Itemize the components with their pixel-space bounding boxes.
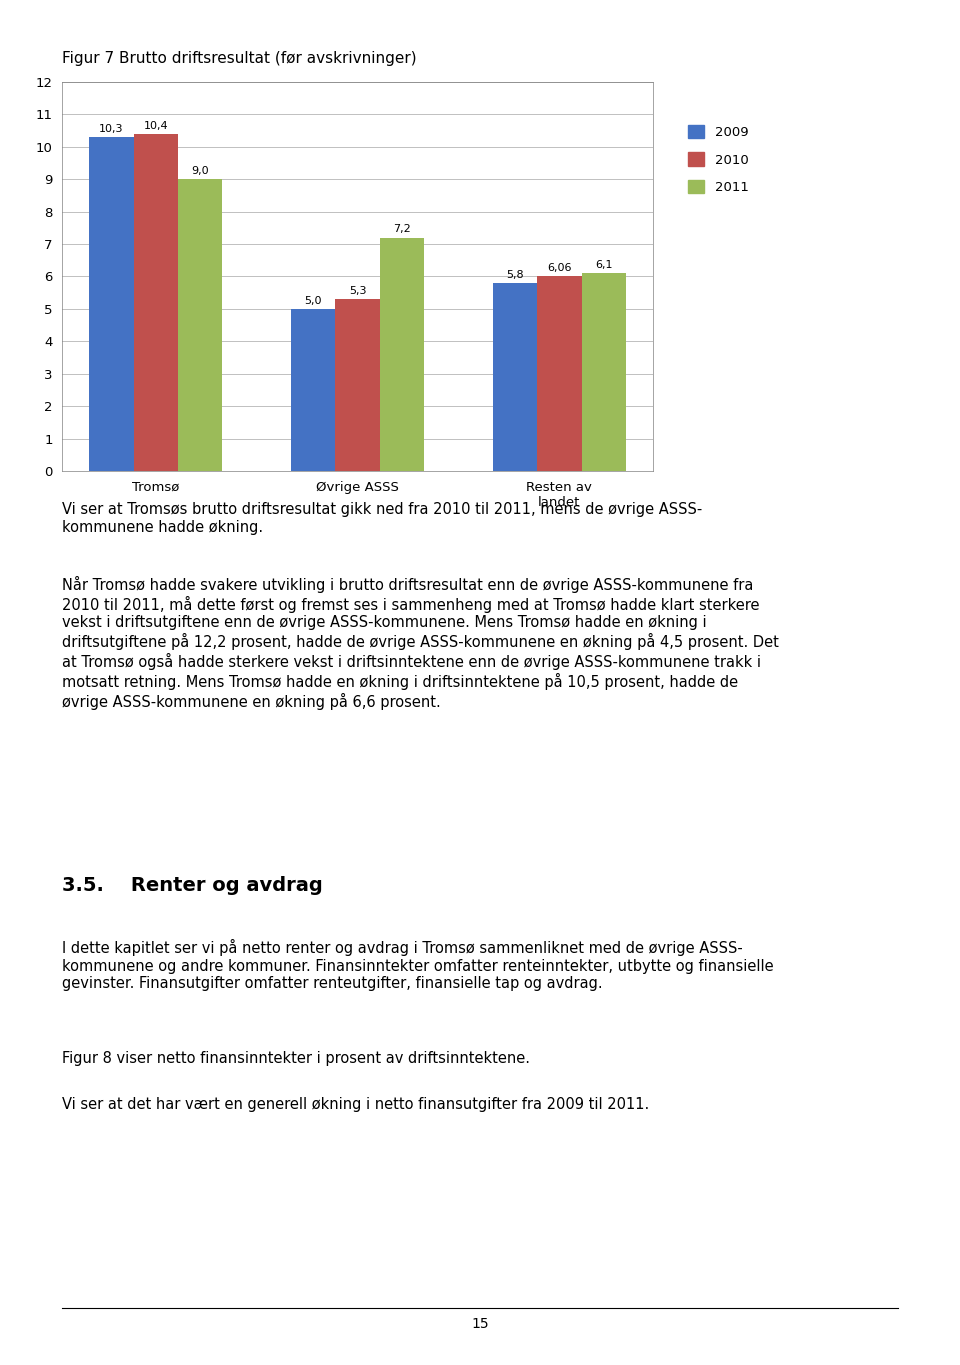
Text: 10,3: 10,3 <box>99 124 124 134</box>
Bar <box>582 273 626 471</box>
Bar <box>291 308 335 471</box>
Text: Vi ser at det har vært en generell økning i netto finansutgifter fra 2009 til 20: Vi ser at det har vært en generell øknin… <box>62 1097 650 1112</box>
Bar <box>492 283 538 471</box>
Bar <box>335 299 380 471</box>
Text: 5,3: 5,3 <box>348 285 367 296</box>
Text: 7,2: 7,2 <box>393 224 411 235</box>
Text: 6,06: 6,06 <box>547 263 571 273</box>
Text: 9,0: 9,0 <box>191 167 209 176</box>
Bar <box>133 134 178 471</box>
Bar <box>538 276 582 471</box>
Text: 6,1: 6,1 <box>595 259 612 270</box>
Text: 10,4: 10,4 <box>143 120 168 131</box>
Bar <box>178 179 223 471</box>
Text: 5,8: 5,8 <box>506 270 524 280</box>
Legend: 2009, 2010, 2011: 2009, 2010, 2011 <box>683 120 754 199</box>
Text: 3.5.    Renter og avdrag: 3.5. Renter og avdrag <box>62 876 324 895</box>
Text: Vi ser at Tromsøs brutto driftsresultat gikk ned fra 2010 til 2011, mens de øvri: Vi ser at Tromsøs brutto driftsresultat … <box>62 502 703 535</box>
Text: Når Tromsø hadde svakere utvikling i brutto driftsresultat enn de øvrige ASSS-ko: Når Tromsø hadde svakere utvikling i bru… <box>62 576 780 710</box>
Text: Figur 8 viser netto finansinntekter i prosent av driftsinntektene.: Figur 8 viser netto finansinntekter i pr… <box>62 1051 530 1066</box>
Text: I dette kapitlet ser vi på netto renter og avdrag i Tromsø sammenliknet med de ø: I dette kapitlet ser vi på netto renter … <box>62 939 774 991</box>
Text: 15: 15 <box>471 1317 489 1331</box>
Bar <box>89 136 133 471</box>
Bar <box>380 238 424 471</box>
Text: 5,0: 5,0 <box>304 296 322 306</box>
Text: Figur 7 Brutto driftsresultat (før avskrivninger): Figur 7 Brutto driftsresultat (før avskr… <box>62 51 417 66</box>
